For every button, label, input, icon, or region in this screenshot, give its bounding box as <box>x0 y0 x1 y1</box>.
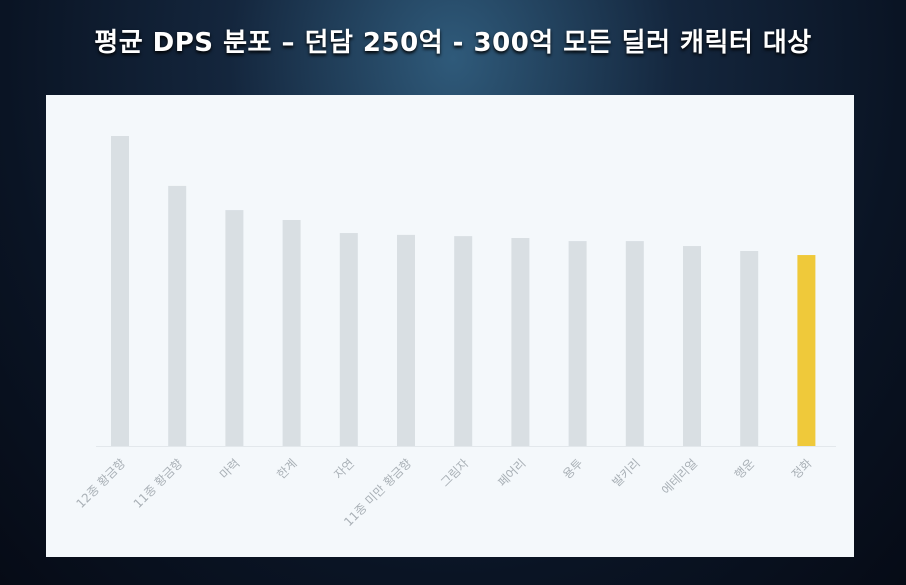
bar <box>625 241 644 446</box>
x-tick-label: 그림자 <box>438 456 471 489</box>
chart-title: 평균 DPS 분포 – 던담 250억 - 300억 모든 딜러 캐릭터 대상 <box>94 28 812 58</box>
bar <box>111 136 129 446</box>
x-tick-label: 한계 <box>274 456 300 482</box>
x-tick-label: 11종 황금향 <box>131 456 186 511</box>
x-tick-label: 에테리얼 <box>659 456 700 497</box>
bar <box>282 220 301 446</box>
x-tick-label: 발키리 <box>610 456 643 489</box>
bar <box>397 234 415 446</box>
chart-panel: 12종 황금향 11종 황금향 마력 한계 자연 11종 미만 황금향 그림자 페어리 용투 발키… <box>46 95 854 557</box>
bar <box>740 251 759 446</box>
bar <box>454 236 473 446</box>
bar <box>683 246 701 446</box>
bar <box>225 210 244 446</box>
x-tick-label: 행운 <box>731 456 757 482</box>
bar <box>511 237 530 446</box>
x-tick-label: 마력 <box>217 456 243 482</box>
x-tick-label: 정화 <box>789 456 815 482</box>
bar <box>339 233 358 446</box>
bar <box>568 241 587 446</box>
bar <box>797 255 816 446</box>
x-tick-label: 페어리 <box>495 456 528 489</box>
x-tick-label: 용투 <box>560 456 586 482</box>
x-tick-label: 자연 <box>331 456 357 482</box>
bar <box>168 185 187 446</box>
x-tick-label: 12종 황금향 <box>73 456 128 511</box>
